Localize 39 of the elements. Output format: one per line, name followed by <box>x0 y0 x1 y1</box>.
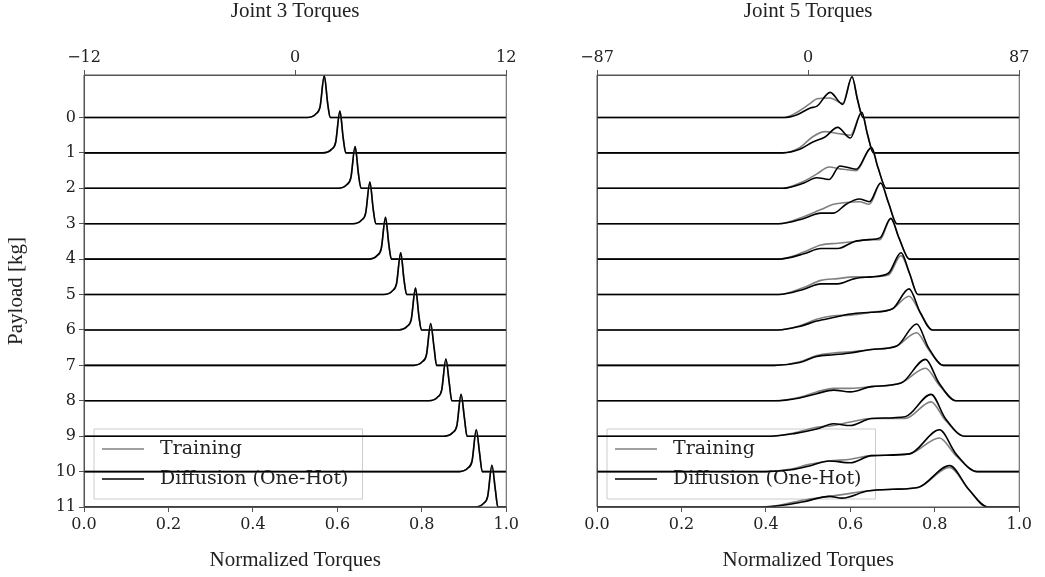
x-tick-label: 0.2 <box>668 513 695 533</box>
y-tick-label: 9 <box>65 425 76 445</box>
legend-label: Diffusion (One-Hot) <box>160 465 349 488</box>
legend-label: Training <box>160 435 242 458</box>
x2-tick-label: −12 <box>67 46 101 66</box>
y-tick-label: 11 <box>55 496 76 516</box>
x-tick-label: 0.0 <box>71 513 97 533</box>
y-tick-label: 7 <box>65 354 76 374</box>
y-tick-label: 3 <box>65 212 76 232</box>
x-tick-label: 1.0 <box>1006 513 1032 533</box>
y-tick-label: 1 <box>65 142 76 162</box>
x-tick-label: 0.8 <box>922 513 948 533</box>
legend-label: Training <box>673 435 755 458</box>
x-tick-label: 0.0 <box>584 513 610 533</box>
x2-tick-label: 12 <box>496 46 517 66</box>
y-tick-label: 6 <box>65 319 76 339</box>
chart-title: Joint 3 Torques <box>230 0 360 23</box>
x-tick-label: 0.6 <box>324 513 351 533</box>
legend-label: Diffusion (One-Hot) <box>673 465 862 488</box>
y-tick-label: 2 <box>65 177 76 197</box>
y-tick-label: 8 <box>65 389 76 409</box>
y-tick-label: 10 <box>55 460 76 480</box>
x2-tick-label: −87 <box>580 46 614 66</box>
y-tick-label: 4 <box>65 248 76 268</box>
y-tick-label: 5 <box>65 283 76 303</box>
x-axis-title: Normalized Torques <box>209 546 381 571</box>
y-tick-label: 0 <box>65 106 76 126</box>
x2-tick-label: 0 <box>803 46 814 66</box>
x-tick-label: 0.2 <box>155 513 182 533</box>
x-tick-label: 0.6 <box>837 513 864 533</box>
y-axis-title: Payload [kg] <box>3 237 28 345</box>
x-tick-label: 0.4 <box>240 513 266 533</box>
x-tick-label: 0.8 <box>409 513 435 533</box>
x-tick-label: 1.0 <box>493 513 519 533</box>
chart-title: Joint 5 Torques <box>743 0 873 23</box>
x-axis-title: Normalized Torques <box>722 546 894 571</box>
x-tick-label: 0.4 <box>753 513 779 533</box>
x2-tick-label: 87 <box>1009 46 1030 66</box>
x2-tick-label: 0 <box>290 46 301 66</box>
